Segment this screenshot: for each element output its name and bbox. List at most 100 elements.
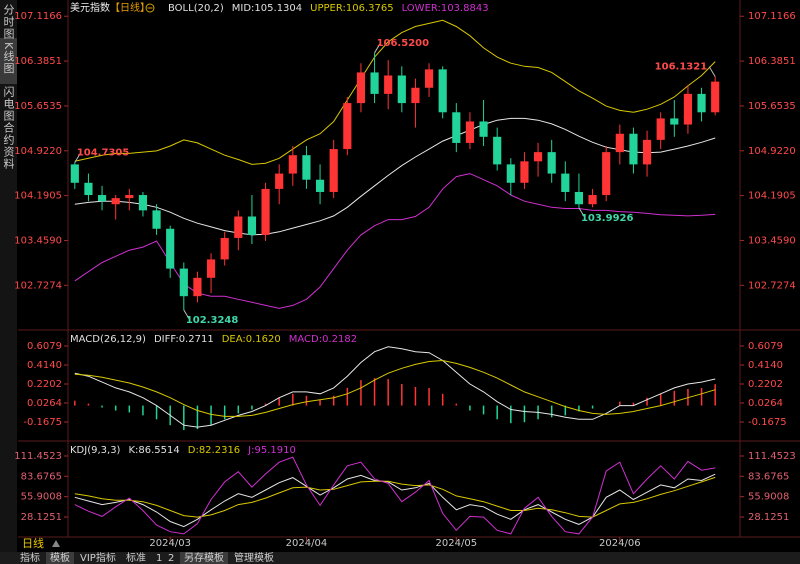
candle-body <box>533 152 543 162</box>
candle-body <box>370 72 379 94</box>
annotation-label: 102.3248 <box>186 315 239 326</box>
annotation-pointer <box>578 207 586 219</box>
x-tick-label: 2024/03 <box>149 538 191 549</box>
candle-body <box>275 173 284 189</box>
y-tick-label: 0.4140 <box>27 360 62 371</box>
y-tick-label: 55.9008 <box>748 492 789 503</box>
tab-active <box>46 552 74 564</box>
tab[interactable]: 指标 <box>20 551 40 564</box>
annotation-pointer <box>183 309 191 321</box>
candle-body <box>424 69 434 88</box>
sidebar <box>0 0 17 552</box>
candle-body <box>547 152 556 174</box>
indicator-line <box>74 346 716 428</box>
sidebar-tab[interactable]: K线图 <box>2 42 15 74</box>
y-tick-label: 0.0264 <box>27 398 62 409</box>
legend-item: D:82.2316 <box>188 445 240 456</box>
sidebar-tab[interactable]: 分时图 <box>2 4 15 40</box>
candle-body <box>697 93 706 113</box>
annotation-label: 104.7305 <box>77 148 130 159</box>
annotation-pointer <box>708 66 716 77</box>
candle-body <box>615 133 624 153</box>
candle-body <box>261 188 270 235</box>
tab[interactable]: VIP指标 <box>80 551 116 564</box>
candle-body <box>561 173 570 192</box>
legend-item: J:95.1910 <box>247 445 296 456</box>
period-arrow[interactable] <box>52 540 60 547</box>
candle-body <box>329 149 338 192</box>
y-tick-label: 103.4590 <box>14 235 62 246</box>
candle-body <box>588 195 597 205</box>
y-tick-label: 103.4590 <box>748 235 796 246</box>
candle-body <box>97 195 107 202</box>
candle-body <box>70 164 79 183</box>
legend-item: UPPER:106.3765 <box>310 3 393 14</box>
candle-body <box>138 195 148 211</box>
candle-body <box>465 121 475 143</box>
indicator-line <box>74 476 716 518</box>
annotation-label: 106.1321 <box>655 62 708 73</box>
legend-item: BOLL(20,2) <box>168 3 224 14</box>
candle-body <box>84 182 93 196</box>
tab[interactable]: 标准 <box>126 552 146 564</box>
y-tick-label: 104.1905 <box>748 191 796 202</box>
y-tick-label: 28.1251 <box>21 512 62 523</box>
legend-item: DIFF:0.2711 <box>154 334 214 345</box>
candle-body <box>343 103 352 150</box>
candle-body <box>234 216 243 238</box>
y-tick-label: 104.9220 <box>748 146 796 157</box>
candle-body <box>642 139 652 165</box>
tab[interactable]: 另存模板 <box>184 551 224 564</box>
tab[interactable]: 2 <box>168 553 174 564</box>
candle-body <box>574 191 584 205</box>
y-tick-label: 107.1166 <box>14 11 62 22</box>
annotation-pointer <box>74 152 82 163</box>
sidebar-tab[interactable]: 合约资料 <box>2 121 15 170</box>
candle-body <box>520 161 529 183</box>
y-tick-label: 83.6765 <box>748 471 789 482</box>
settings-icon[interactable] <box>145 3 155 13</box>
candle-body <box>179 268 188 297</box>
candle-body <box>206 259 216 278</box>
y-tick-label: 111.4523 <box>748 451 796 462</box>
tab-active <box>180 552 228 564</box>
tab[interactable]: 模板 <box>50 551 70 564</box>
candle-body <box>479 121 488 137</box>
y-tick-label: -0.1675 <box>23 417 62 428</box>
annotation-pointer <box>374 42 381 54</box>
candle-body <box>602 152 611 196</box>
sidebar-tab[interactable]: 闪电图 <box>2 85 15 122</box>
indicator-line <box>74 359 716 417</box>
y-tick-label: 0.2202 <box>27 379 62 390</box>
indicator-line <box>74 19 716 165</box>
candle-body <box>315 179 325 192</box>
candle-body <box>711 81 720 113</box>
x-tick-label: 2024/05 <box>436 538 478 549</box>
candle-body <box>438 69 447 113</box>
candle-body <box>506 164 515 183</box>
candle-body <box>683 93 693 125</box>
candle-body <box>247 216 257 235</box>
y-tick-label: 0.4140 <box>748 360 783 371</box>
indicator-line <box>74 456 716 535</box>
period-label: 日线 <box>22 536 44 550</box>
legend-item: DEA:0.1620 <box>222 334 281 345</box>
legend-item: MACD(26,12,9) <box>70 334 146 345</box>
candle-body <box>111 198 120 205</box>
period-tag: 【日线】 <box>110 1 150 14</box>
candle-body <box>397 75 406 104</box>
legend-item: LOWER:103.8843 <box>402 3 489 14</box>
x-tick-label: 2024/06 <box>599 538 641 549</box>
tab[interactable]: 管理模板 <box>234 551 274 564</box>
tab[interactable]: 1 <box>156 553 162 564</box>
candle-body <box>220 237 229 260</box>
candle-body <box>125 195 134 199</box>
y-tick-label: 102.7274 <box>748 280 796 291</box>
indicator-line <box>74 117 716 236</box>
y-tick-label: 106.3851 <box>14 56 62 67</box>
candle-body <box>629 133 638 165</box>
legend-item: MID:105.1304 <box>232 3 302 14</box>
y-tick-label: 105.6535 <box>748 101 796 112</box>
